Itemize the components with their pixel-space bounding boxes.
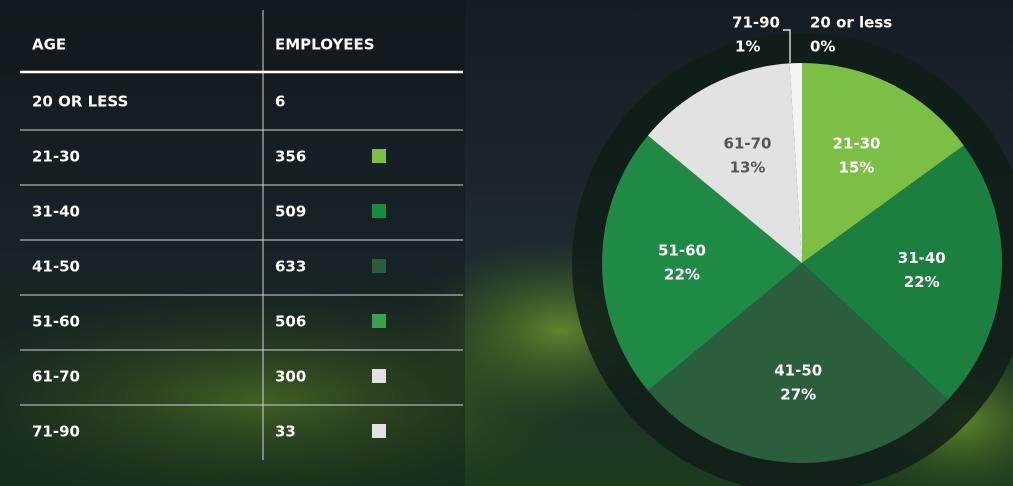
slice-value: 22% [904,273,940,291]
slice-value: 27% [780,385,816,403]
employees-cell: 356 [275,148,306,166]
slice-label: 51-60 [658,242,706,260]
employees-cell: 6 [275,93,285,111]
header-employees: EMPLOYEES [275,36,375,54]
color-swatch [372,369,386,383]
pie-slice [789,63,802,263]
pie-slice [802,145,1002,400]
slice-value: 13% [730,159,766,177]
color-swatch [372,424,386,438]
age-cell: 20 OR LESS [32,93,128,111]
header-age: AGE [32,36,66,54]
age-cell: 31-40 [32,203,80,221]
age-cell: 51-60 [32,313,80,331]
employees-cell: 33 [275,423,296,441]
slice-value: 15% [839,159,875,177]
color-swatch [372,204,386,218]
color-swatch [372,314,386,328]
slice-label: 21-30 [832,135,880,153]
age-cell: 21-30 [32,148,80,166]
leader-line [783,29,791,63]
employees-cell: 300 [275,368,306,386]
age-cell: 61-70 [32,368,80,386]
slice-label: 20 or less [810,14,892,32]
slice-value: 0% [810,38,835,56]
slice-label: 71-90 [732,14,780,32]
employees-cell: 633 [275,258,306,276]
pie-slice [601,135,802,391]
pie-slice [647,63,802,263]
pie-slice [647,263,948,463]
slice-label: 61-70 [724,135,772,153]
slice-label: 41-50 [774,361,822,379]
age-cell: 41-50 [32,258,80,276]
employees-cell: 509 [275,203,306,221]
color-swatch [372,259,386,273]
age-cell: 71-90 [32,423,80,441]
employees-cell: 506 [275,313,306,331]
slice-value: 1% [735,38,760,56]
color-swatch [372,149,386,163]
slice-value: 22% [664,266,700,284]
slice-label: 31-40 [898,249,946,267]
pie-slice [802,63,964,263]
